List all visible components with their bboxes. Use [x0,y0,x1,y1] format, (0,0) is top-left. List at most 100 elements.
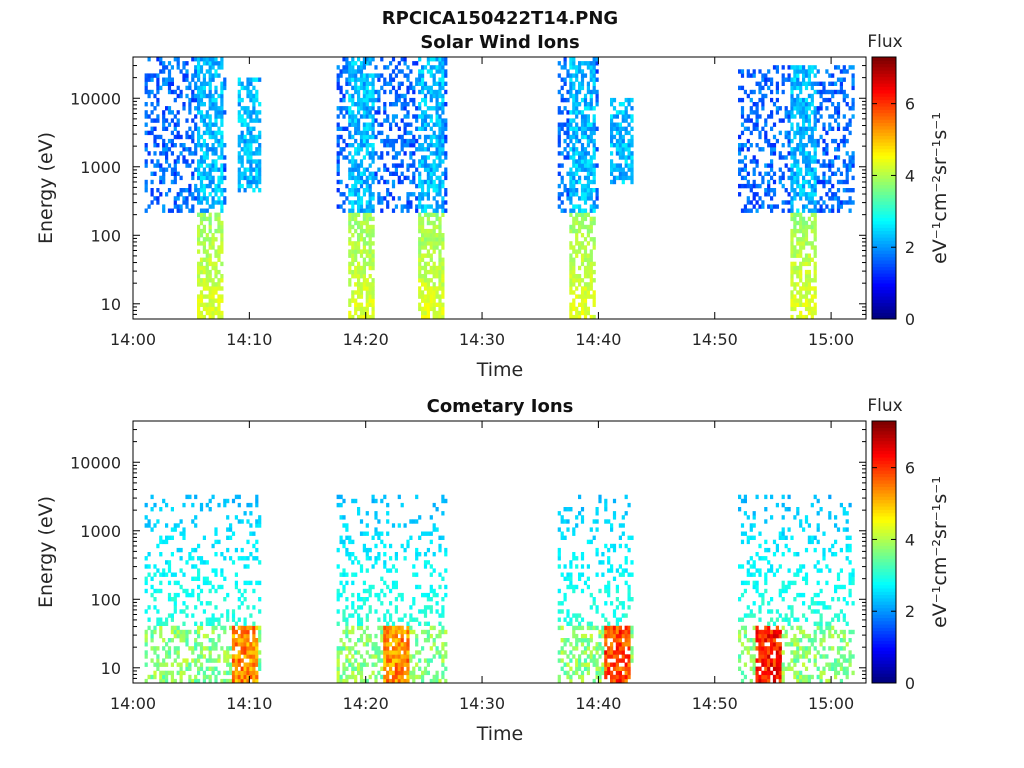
spectrogram-cell [409,658,413,663]
spectrogram-cell [836,143,841,148]
spectrogram-cell [394,65,398,70]
spectrogram-cell [202,286,206,291]
spectrogram-cell [397,85,401,91]
spectrogram-cell [176,57,180,62]
spectrogram-cell [828,122,832,127]
spectrogram-cell [339,179,343,185]
spectrogram-cell [374,171,378,176]
spectrogram-cell [435,290,439,295]
spectrogram-cell [604,650,608,655]
spectrogram-cell [429,143,433,148]
spectrogram-cell [255,175,259,181]
spectrogram-cell [799,134,803,140]
spectrogram-cell [738,143,742,148]
spectrogram-cell [365,77,369,82]
spectrogram-cell [752,126,756,131]
spectrogram-cell [197,678,201,684]
spectrogram-cell [165,77,169,82]
spectrogram-cell [586,85,590,91]
spectrogram-cell [368,674,372,680]
spectrogram-cell [418,171,422,176]
spectrogram-cell [822,126,826,131]
spectrogram-cell [796,228,800,234]
spectrogram-cell [348,629,352,635]
spectrogram-cell [807,298,811,303]
spectrogram-cell [194,642,198,647]
spectrogram-cell [243,118,247,123]
spectrogram-cell [391,114,396,119]
spectrogram-cell [153,674,157,680]
spectrogram-cell [775,69,779,74]
spectrogram-cell [406,543,410,549]
spectrogram-cell [618,171,622,176]
spectrogram-cell [802,233,806,238]
spectrogram-cell [205,171,209,176]
spectrogram-cell [409,519,413,524]
colorbar-step [872,282,896,287]
spectrogram-cell [796,159,800,164]
spectrogram-cell [438,69,442,74]
spectrogram-cell [202,216,206,222]
spectrogram-cell [799,167,803,172]
spectrogram-cell [249,134,253,140]
spectrogram-cell [412,597,416,602]
spectrogram-cell [336,81,340,86]
spectrogram-cell [165,654,169,659]
spectrogram-cell [804,118,809,123]
spectrogram-cell [354,81,358,86]
spectrogram-cell [354,183,358,189]
spectrogram-cell [438,122,442,127]
spectrogram-cell [406,678,410,684]
spectrogram-cell [220,143,224,148]
spectrogram-cell [188,666,192,671]
spectrogram-cell [572,670,576,676]
spectrogram-cell [208,678,212,684]
spectrogram-cell [159,588,163,594]
colorbar-step [872,145,896,150]
spectrogram-cell [371,126,375,131]
spectrogram-cell [412,175,416,181]
spectrogram-cell [199,143,204,148]
spectrogram-cell [194,167,198,172]
spectrogram-cell [822,171,826,176]
spectrogram-cell [740,130,745,136]
spectrogram-cell [217,621,221,626]
spectrogram-cell [144,502,148,508]
spectrogram-cell [348,188,352,193]
spectrogram-cell [255,650,259,655]
spectrogram-cell [354,167,358,172]
spectrogram-cell [575,216,579,222]
spectrogram-cell [173,609,177,614]
spectrogram-cell [575,253,579,258]
spectrogram-cell [432,233,436,238]
spectrogram-cell [836,204,841,209]
spectrogram-cell [246,580,250,586]
spectrogram-cell [589,196,593,201]
spectrogram-cell [586,179,590,185]
spectrogram-cell [365,278,369,283]
spectrogram-cell [246,564,250,569]
spectrogram-cell [612,122,617,127]
spectrogram-cell [421,678,425,684]
spectrogram-cell [237,138,241,144]
spectrogram-cell [391,621,396,626]
spectrogram-cell [342,678,346,684]
spectrogram-cell [426,638,430,643]
spectrogram-cell [429,298,433,303]
spectrogram-cell [569,188,573,193]
spectrogram-cell [772,151,777,156]
spectrogram-cell [357,147,361,152]
spectrogram-cell [150,576,154,581]
spectrogram-cell [246,605,250,610]
spectrogram-cell [807,118,811,123]
spectrogram-cell [342,106,346,111]
spectrogram-cell [575,114,579,119]
spectrogram-cell [563,638,567,643]
spectrogram-cell [580,261,585,267]
spectrogram-cell [752,122,756,127]
spectrogram-cell [351,122,355,127]
spectrogram-cell [758,69,762,74]
spectrogram-cell [246,93,250,99]
spectrogram-cell [159,167,163,172]
spectrogram-cell [624,159,628,164]
